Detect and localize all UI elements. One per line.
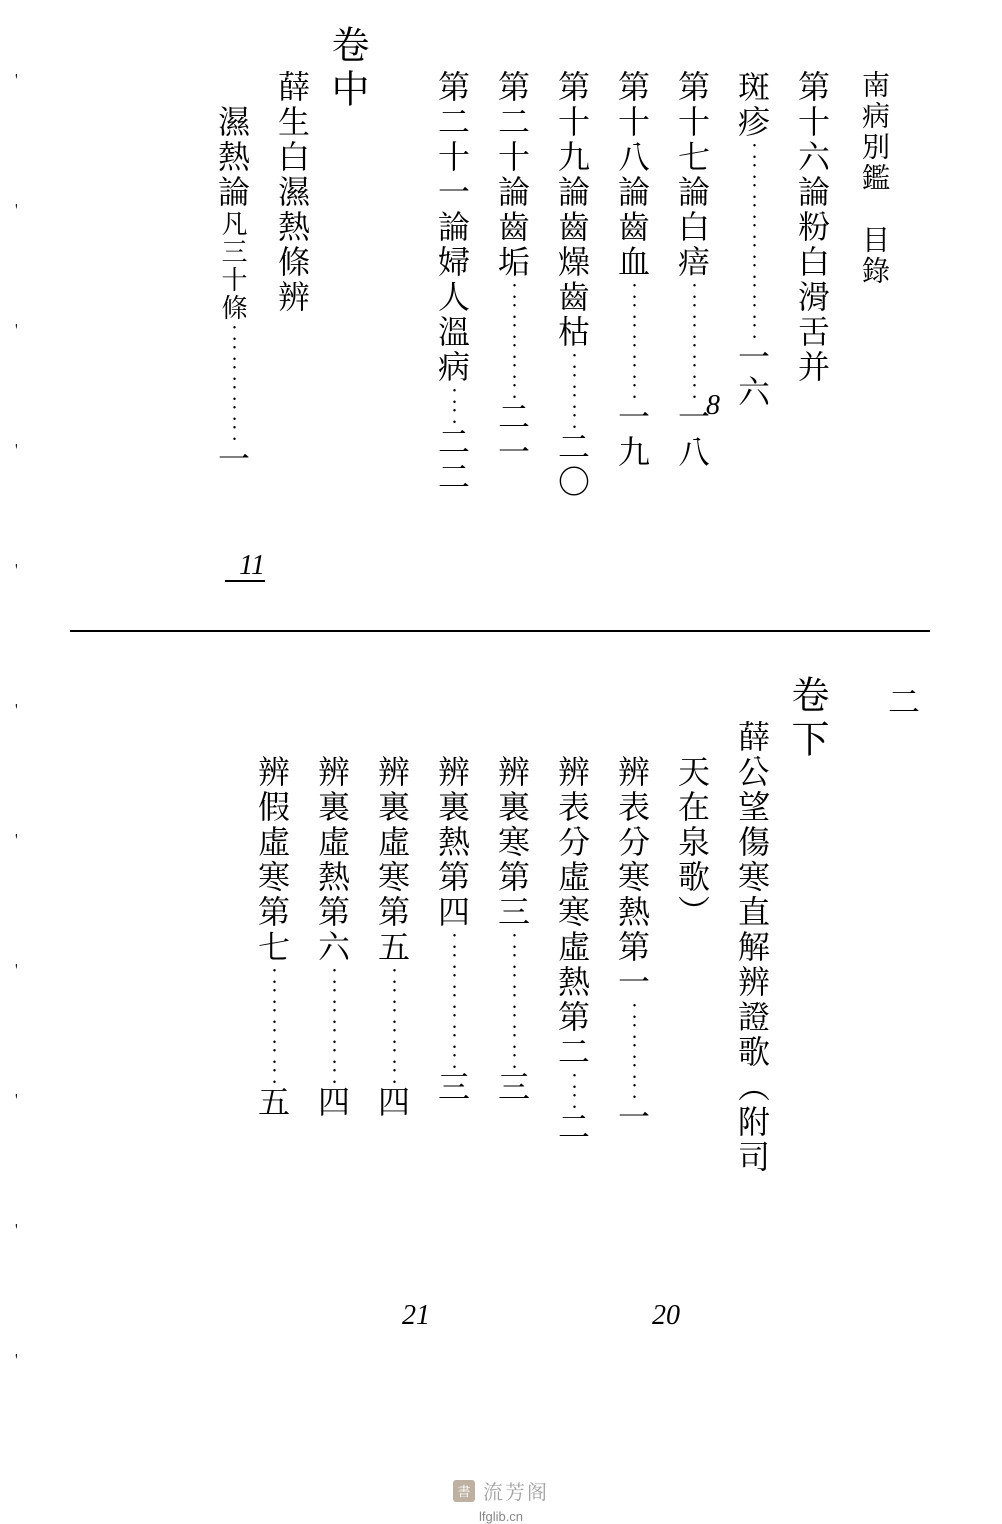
entry-text: 第二十論齒垢 — [496, 70, 530, 280]
dots: ‥‥‥‥‥‥ — [683, 280, 706, 400]
entry-text: 斑疹 — [736, 70, 770, 140]
lower-half: 二 卷下 薛公望傷寒直解辨證歌（附司 天在泉歌） 辨表分寒熱第一‥‥‥‥‥一 2… — [110, 685, 890, 1425]
annotation: 20 — [652, 1300, 680, 1332]
watermark-cn: 流芳阁 — [483, 1476, 549, 1505]
underline — [225, 580, 265, 582]
page-number: 五 — [256, 1085, 290, 1120]
page-number: 一六 — [736, 340, 770, 410]
entry-text: 第十八論齒血 — [616, 70, 650, 280]
dots: ‥‥‥‥‥‥ — [503, 280, 526, 400]
entry-text: 第十六論粉白滑舌并 — [796, 70, 830, 385]
edge-mark: ' — [15, 70, 18, 90]
dots: ‥‥ — [563, 1070, 586, 1110]
toc-entry: 第二十一論婦人溫病‥‥二二 — [436, 70, 470, 625]
entry-text: 辨假虛寒第七 — [256, 755, 290, 965]
edge-mark: ' — [15, 960, 18, 980]
section-subtitle: 薛公望傷寒直解辨證歌（附司 — [736, 720, 770, 1460]
dots: ‥‥‥‥‥ — [623, 1000, 646, 1100]
edge-mark: ' — [15, 440, 18, 460]
entry-text: 辨裏熱第四 — [436, 755, 470, 930]
page-number: 四 — [316, 1085, 350, 1120]
toc-entry: 第十七論白㾦‥‥‥‥‥‥一八 — [676, 70, 710, 625]
dots: ‥‥‥‥‥‥‥ — [503, 930, 526, 1070]
page-number: 二一 — [496, 400, 530, 470]
page-number: 二 — [556, 1110, 590, 1145]
entry-text: 第十七論白㾦 — [676, 70, 710, 280]
annotation: 8 — [706, 390, 720, 422]
entry-text: 辨表分虛寒虛熱第二 — [556, 755, 590, 1070]
section-title: 卷中 — [330, 25, 370, 580]
edge-mark: ' — [15, 320, 18, 340]
entry-text: 辨裏虛寒第五 — [376, 755, 410, 965]
edge-mark: ' — [15, 560, 18, 580]
page-number: 一八 — [676, 400, 710, 470]
toc-entry: 辨表分虛寒虛熱第二‥‥二 — [556, 755, 590, 1495]
entry-text: 辨表分寒熱第一 — [616, 755, 650, 1000]
page-number: 二二 — [436, 425, 470, 495]
book-header: 南病別鑑 目錄 — [861, 70, 890, 625]
dots: ‥‥ — [443, 385, 466, 425]
book-title: 南病別鑑 — [856, 70, 896, 194]
watermark: 書 流芳阁 — [453, 1476, 549, 1505]
dots: ‥‥‥‥ — [563, 350, 586, 430]
page-number-top: 二 — [886, 685, 920, 1425]
page-area: 南病別鑑 目錄 第十六論粉白滑舌并 斑疹‥‥‥‥‥‥‥‥‥‥一六 第十七論白㾦‥… — [110, 60, 890, 1410]
entry-text: 濕熱論 — [216, 105, 250, 210]
dots: ‥‥‥‥‥‥‥‥‥‥ — [743, 140, 766, 340]
annotation: 21 — [402, 1300, 430, 1332]
edge-mark: ' — [15, 200, 18, 220]
toc-entry: 辨裏虛熱第六‥‥‥‥‥‥四 — [316, 755, 350, 1495]
toc-entry: 第十八論齒血‥‥‥‥‥‥一九 — [616, 70, 650, 625]
page-number: 一九 — [616, 400, 650, 470]
section-title: 卷下 — [790, 675, 830, 1415]
upper-half: 南病別鑑 目錄 第十六論粉白滑舌并 斑疹‥‥‥‥‥‥‥‥‥‥一六 第十七論白㾦‥… — [110, 60, 890, 615]
dots: ‥‥‥‥‥‥ — [623, 280, 646, 400]
edge-mark: ' — [15, 830, 18, 850]
section-subtitle: 薛生白濕熱條辨 — [276, 70, 310, 625]
toc-entry: 第十九論齒燥齒枯‥‥‥‥二〇 — [556, 70, 590, 625]
book-icon: 書 — [453, 1480, 475, 1502]
entry-text: 辨裏寒第三 — [496, 755, 530, 930]
toc-entry: 第十六論粉白滑舌并 — [796, 70, 830, 625]
toc-entry: 辨表分寒熱第一‥‥‥‥‥一 — [616, 755, 650, 1495]
page-number: 二〇 — [556, 430, 590, 500]
dots: ‥‥‥‥‥‥‥ — [443, 930, 466, 1070]
toc-entry: 辨裏熱第四‥‥‥‥‥‥‥三 — [436, 755, 470, 1495]
dots: ‥‥‥‥‥‥ — [323, 965, 346, 1085]
dots: ‥‥‥‥‥‥ — [223, 322, 246, 442]
entry-text: 辨裏虛熱第六 — [316, 755, 350, 965]
dots: ‥‥‥‥‥‥ — [383, 965, 406, 1085]
annotation: 11 — [239, 550, 265, 582]
edge-mark: ' — [15, 700, 18, 720]
watermark-en: lfglib.cn — [479, 1509, 523, 1524]
toc-entry: 辨假虛寒第七‥‥‥‥‥‥五 — [256, 755, 290, 1495]
toc-entry: 辨裏寒第三‥‥‥‥‥‥‥三 — [496, 755, 530, 1495]
page-number: 四 — [376, 1085, 410, 1120]
page-number: 三 — [496, 1070, 530, 1105]
toc-entry: 斑疹‥‥‥‥‥‥‥‥‥‥一六 — [736, 70, 770, 625]
toc-label: 目錄 — [856, 225, 896, 287]
edge-mark: ' — [15, 1090, 18, 1110]
section-subtitle-2: 天在泉歌） — [676, 755, 710, 1495]
toc-entry: 第二十論齒垢‥‥‥‥‥‥二一 — [496, 70, 530, 625]
horizontal-divider — [70, 630, 930, 632]
edge-mark: ' — [15, 1350, 18, 1370]
toc-entry: 辨裏虛寒第五‥‥‥‥‥‥四 — [376, 755, 410, 1495]
entry-text: 第二十一論婦人溫病 — [436, 70, 470, 385]
page-number: 一 — [616, 1100, 650, 1135]
entry-small: 凡三十條 — [216, 210, 253, 322]
page-number: 三 — [436, 1070, 470, 1105]
page-number: 一 — [216, 442, 250, 477]
dots: ‥‥‥‥‥‥ — [263, 965, 286, 1085]
entry-text: 第十九論齒燥齒枯 — [556, 70, 590, 350]
edge-mark: ' — [15, 1220, 18, 1240]
